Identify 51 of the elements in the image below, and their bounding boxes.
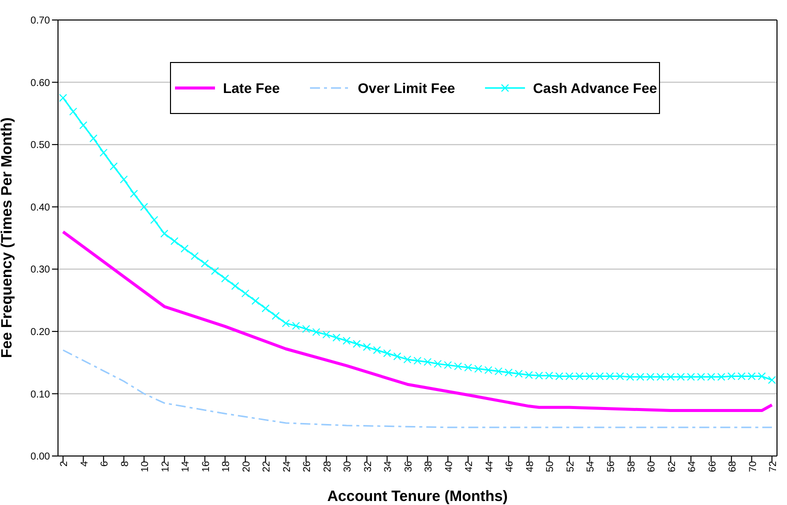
y-axis-title: Fee Frequency (Times Per Month) xyxy=(0,117,16,358)
x-axis-title: Account Tenure (Months) xyxy=(327,488,508,505)
x-tick-label: 22 xyxy=(262,460,273,472)
x-tick-label: 46 xyxy=(504,460,516,472)
x-tick-label: 6 xyxy=(100,460,111,467)
y-tick-label: 0.60 xyxy=(30,78,50,89)
x-tick-label: 66 xyxy=(707,460,718,472)
x-tick-label: 8 xyxy=(120,460,131,467)
x-tick-label: 28 xyxy=(322,460,334,472)
x-tick-label: 64 xyxy=(687,460,698,472)
x-tick-label: 56 xyxy=(606,460,618,472)
x-tick-label: 30 xyxy=(342,460,354,472)
x-tick-label: 36 xyxy=(403,460,414,472)
x-tick-label: 44 xyxy=(484,460,496,472)
x-tick-label: 14 xyxy=(180,460,192,472)
y-tick-label: 0.70 xyxy=(30,16,50,27)
x-tick-label: 34 xyxy=(383,460,394,472)
x-tick-label: 50 xyxy=(545,460,556,472)
x-tick-label: 52 xyxy=(566,460,576,472)
y-tick-label: 0.30 xyxy=(30,264,50,276)
y-tick-label: 0.10 xyxy=(30,389,50,400)
x-tick-label: 48 xyxy=(524,460,536,472)
x-tick-label: 42 xyxy=(464,460,476,472)
x-tick-label: 24 xyxy=(282,460,293,472)
x-tick-label: 40 xyxy=(444,460,455,472)
y-tick-label: 0.00 xyxy=(30,452,50,463)
x-tick-label: 4 xyxy=(79,460,90,467)
x-tick-label: 26 xyxy=(302,460,314,472)
x-tick-label: 70 xyxy=(748,460,759,472)
x-tick-label: 18 xyxy=(221,460,232,472)
y-tick-label: 0.20 xyxy=(30,326,50,338)
x-tick-label: 16 xyxy=(200,460,212,472)
x-tick-label: 2 xyxy=(59,460,70,467)
x-tick-label: 12 xyxy=(160,460,172,472)
x-tick-label: 58 xyxy=(626,460,638,472)
legend-label: Over Limit Fee xyxy=(356,80,456,96)
line-series xyxy=(62,230,774,412)
legend-label: Cash Advance Fee xyxy=(532,80,658,96)
legend-label: Late Fee xyxy=(222,80,280,96)
x-tick-label: 68 xyxy=(728,460,739,472)
x-tick-label: 32 xyxy=(362,460,374,472)
line-series xyxy=(62,349,773,428)
y-tick-label: 0.40 xyxy=(30,202,50,214)
y-tick-label: 0.50 xyxy=(30,140,50,152)
x-tick-label: 62 xyxy=(666,460,678,472)
x-tick-label: 72 xyxy=(768,460,780,472)
x-tick-label: 38 xyxy=(424,460,435,472)
x-tick-label: 10 xyxy=(140,460,152,472)
x-tick-label: 20 xyxy=(241,460,252,472)
x-tick-label: 54 xyxy=(586,460,597,472)
x-tick-label: 60 xyxy=(646,460,658,472)
